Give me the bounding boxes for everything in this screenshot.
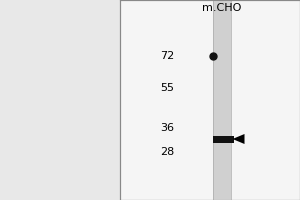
Bar xyxy=(120,0,300,200)
Bar xyxy=(213,136,234,142)
Bar xyxy=(213,0,231,200)
Text: 55: 55 xyxy=(160,83,174,93)
Text: m.CHO: m.CHO xyxy=(202,3,242,13)
Text: 72: 72 xyxy=(160,51,174,61)
Polygon shape xyxy=(232,134,244,144)
Text: 28: 28 xyxy=(160,147,174,157)
Text: 36: 36 xyxy=(160,123,174,133)
